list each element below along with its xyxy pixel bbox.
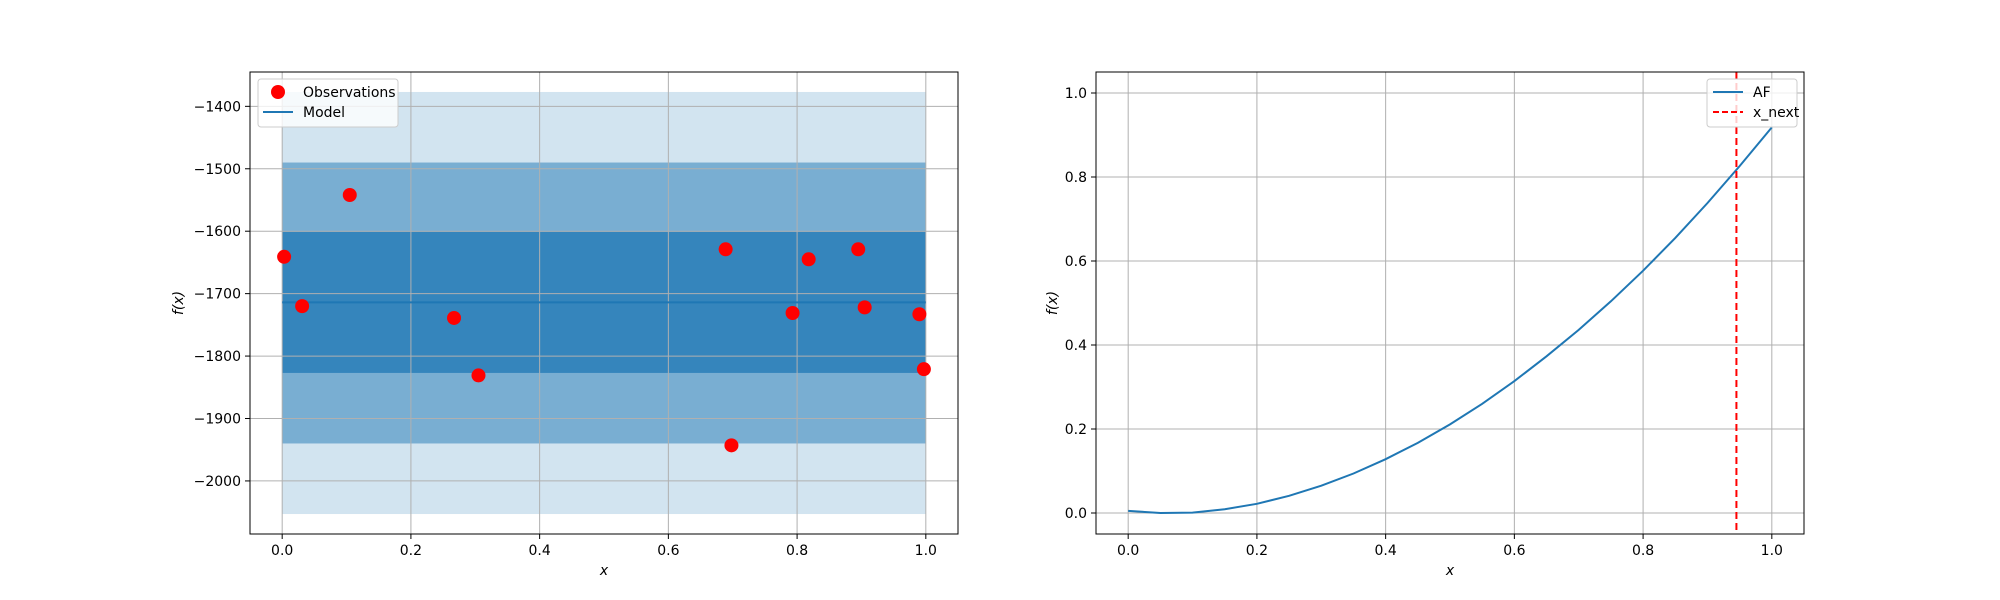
acquisition-chart: 0.0 0.2 0.4 0.6 0.8 1.0 0.0 0.2 0.4 0.6 0.8 1.0 x f…	[1045, 71, 1805, 579]
observation-point	[912, 307, 927, 322]
legend-model-label: Model	[303, 105, 345, 121]
x-tick-label: 0.0	[1117, 543, 1139, 559]
x-tick-label: 0.6	[1503, 543, 1525, 559]
legend-af-label: AF	[1753, 85, 1771, 101]
x-tick-label: 0.4	[1375, 543, 1397, 559]
x-tick-label: 0.4	[529, 543, 551, 559]
x-tick-label: 0.8	[786, 543, 808, 559]
y-tick-label: 0.4	[1065, 338, 1087, 354]
x-tick-label: 0.2	[400, 543, 422, 559]
x-tick-label: 0.6	[657, 543, 679, 559]
observation-point	[916, 362, 931, 377]
x-axis-label: x	[599, 563, 609, 579]
y-tick-label: 0.6	[1065, 254, 1087, 270]
y-tick-label: −1700	[194, 287, 241, 303]
legend-x-next-label: x_next	[1753, 105, 1800, 121]
observation-point	[277, 249, 292, 264]
model-chart: 0.0 0.2 0.4 0.6 0.8 1.0 −2000 −1900 −1800 −1700 −1…	[171, 71, 959, 579]
x-tick-label: 0.8	[1632, 543, 1654, 559]
x-axis-label: x	[1445, 563, 1455, 579]
legend: AF x_next	[1706, 78, 1800, 128]
observation-point	[342, 187, 357, 202]
af-line	[1128, 126, 1773, 515]
y-axis-label: f(x)	[1045, 291, 1061, 315]
y-tick-label: 0.0	[1065, 506, 1087, 522]
observation-point	[785, 305, 800, 320]
legend: Observations Model	[257, 78, 399, 128]
legend-observations-label: Observations	[303, 85, 396, 101]
y-tick-label: 0.8	[1065, 170, 1087, 186]
y-tick-label: −1600	[194, 224, 241, 240]
observation-point	[471, 368, 486, 383]
observation-point	[447, 310, 462, 325]
observation-point	[295, 299, 310, 314]
y-tick-label: −1500	[194, 162, 241, 178]
x-tick-label: 0.2	[1246, 543, 1268, 559]
y-tick-label: −1800	[194, 349, 241, 365]
y-tick-label: −2000	[194, 474, 241, 490]
x-tick-label: 1.0	[915, 543, 937, 559]
observation-point	[718, 242, 733, 257]
x-tick-label: 1.0	[1761, 543, 1783, 559]
x-tick-label: 0.0	[271, 543, 293, 559]
legend-observations-marker	[271, 85, 285, 99]
y-tick-label: −1400	[194, 99, 241, 115]
observation-point	[724, 438, 739, 453]
y-tick-label: −1900	[194, 412, 241, 428]
y-tick-label: 1.0	[1065, 86, 1087, 102]
y-tick-label: 0.2	[1065, 422, 1087, 438]
observation-point	[851, 242, 866, 257]
observation-point	[801, 252, 816, 267]
observation-point	[857, 300, 872, 315]
y-axis-label: f(x)	[171, 291, 187, 315]
